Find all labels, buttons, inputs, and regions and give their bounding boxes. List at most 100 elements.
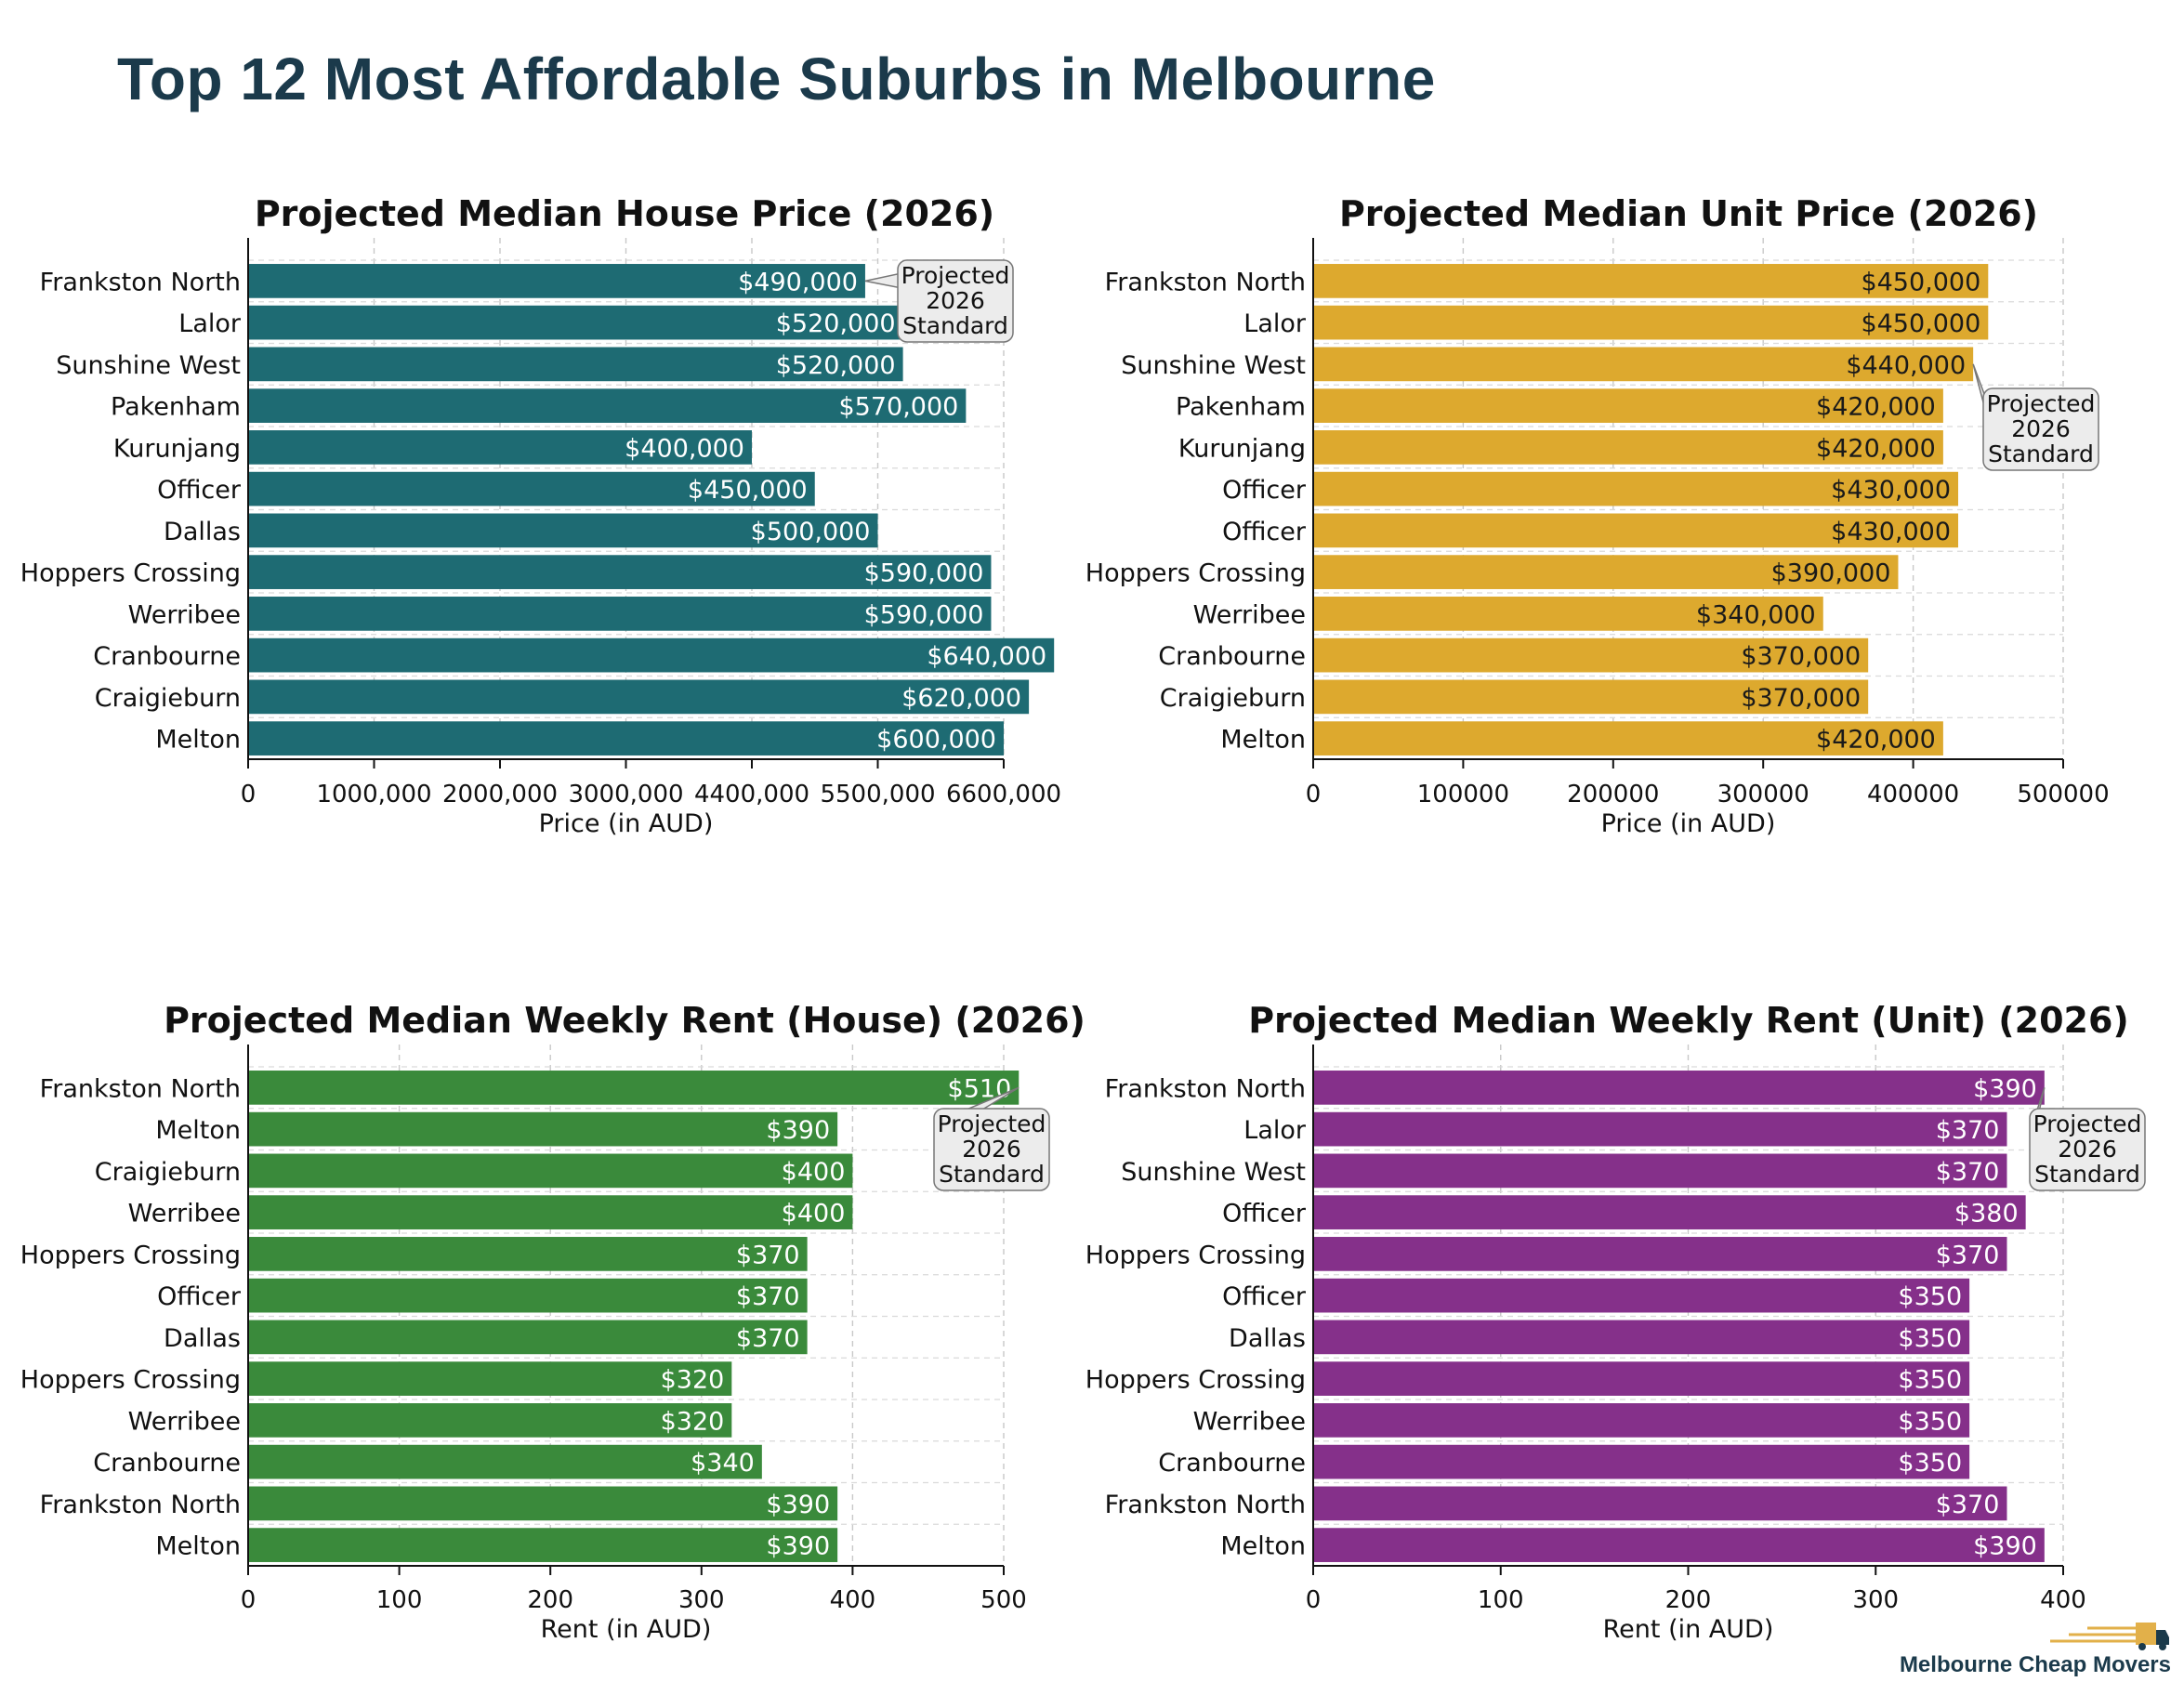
bar: [248, 1403, 732, 1438]
category-label: Hoppers Crossing: [1085, 1241, 1306, 1269]
category-label: Cranbourne: [1158, 1449, 1306, 1478]
bar: [1313, 1237, 2007, 1271]
x-tick-label: 6600,000: [946, 781, 1061, 808]
bar-value-label: $510: [948, 1074, 1012, 1103]
bar: [248, 471, 815, 506]
bar-value-label: $450,000: [1861, 309, 1980, 338]
x-tick-label: 400000: [1867, 781, 1959, 808]
x-tick-label: 200000: [1567, 781, 1659, 808]
bar-value-label: $620,000: [901, 684, 1021, 713]
x-tick-label: 100: [376, 1586, 423, 1614]
category-label: Melton: [155, 726, 241, 755]
bar: [248, 264, 865, 298]
category-label: Hoppers Crossing: [1085, 1366, 1306, 1395]
bar-value-label: $520,000: [776, 351, 896, 380]
category-label: Craigieburn: [95, 1158, 241, 1187]
brand-name: Melbourne Cheap Movers: [1899, 1652, 2171, 1677]
bar: [248, 1278, 808, 1313]
bar: [1313, 1111, 2007, 1147]
bar-value-label: $400: [782, 1158, 846, 1187]
bar: [1313, 1403, 1970, 1438]
category-label: Werribee: [1193, 600, 1306, 629]
bar: [1313, 264, 1989, 298]
category-label: Kurunjang: [113, 434, 241, 463]
bar: [248, 555, 992, 589]
bar-value-label: $640,000: [927, 642, 1046, 671]
callout-text: Standard: [2034, 1161, 2140, 1188]
category-label: Frankston North: [1105, 1491, 1306, 1519]
callout-text: Projected: [901, 262, 1010, 289]
callout-text: Projected: [2033, 1110, 2142, 1137]
category-label: Officer: [1222, 476, 1307, 505]
callout-text: Projected: [938, 1110, 1046, 1137]
category-label: Officer: [157, 1282, 242, 1311]
bar: [248, 1361, 732, 1396]
x-tick-label: 200: [1665, 1586, 1712, 1614]
bar-value-label: $590,000: [864, 559, 984, 588]
bar-value-label: $390: [766, 1491, 830, 1519]
bar-value-label: $390: [766, 1116, 830, 1145]
page-title: Top 12 Most Affordable Suburbs in Melbou…: [117, 46, 1436, 112]
bar-value-label: $320: [661, 1366, 725, 1395]
x-tick-label: 3000,000: [568, 781, 683, 808]
bar-value-label: $370: [1936, 1116, 2000, 1145]
bar-value-label: $430,000: [1831, 476, 1951, 505]
bar: [1313, 1071, 2045, 1105]
bar-value-label: $370,000: [1741, 642, 1861, 671]
category-label: Werribee: [128, 1200, 241, 1229]
bar-value-label: $370: [1936, 1241, 2000, 1269]
bar: [248, 513, 878, 548]
bar: [1313, 1153, 2007, 1189]
truck-icon: [2050, 1623, 2169, 1650]
bar: [1313, 1444, 1970, 1479]
bar: [1313, 1361, 1970, 1396]
bar: [248, 1195, 853, 1229]
x-tick-label: 400: [2040, 1586, 2086, 1614]
bar-value-label: $370: [736, 1324, 800, 1353]
bar: [1313, 1278, 1970, 1313]
x-axis-label: Price (in AUD): [539, 809, 714, 838]
category-label: Officer: [1222, 1200, 1307, 1229]
bar-value-label: $320: [661, 1407, 725, 1436]
category-label: Craigieburn: [95, 684, 241, 713]
category-label: Werribee: [128, 1407, 241, 1436]
x-axis-label: Price (in AUD): [1601, 809, 1776, 838]
category-label: Lalor: [1243, 309, 1307, 338]
category-label: Melton: [155, 1532, 241, 1561]
category-label: Cranbourne: [1158, 642, 1306, 671]
bar: [1313, 1528, 2045, 1562]
bar-value-label: $570,000: [839, 393, 959, 422]
bar-value-label: $370: [1936, 1158, 2000, 1187]
bar-value-label: $370: [1936, 1491, 2000, 1519]
bar: [248, 597, 992, 631]
bar-value-label: $400,000: [625, 434, 744, 463]
bar: [1313, 1320, 1970, 1355]
bar-value-label: $390,000: [1771, 559, 1891, 588]
x-tick-label: 0: [241, 1586, 257, 1614]
bar: [1313, 471, 1959, 506]
category-label: Frankston North: [40, 1491, 241, 1519]
bar: [248, 1111, 838, 1147]
category-label: Melton: [155, 1116, 241, 1145]
category-label: Officer: [1222, 1282, 1307, 1311]
category-label: Cranbourne: [93, 1449, 241, 1478]
chart-title: Projected Median Unit Price (2026): [1339, 193, 2038, 234]
bar: [1313, 637, 1869, 673]
category-label: Hoppers Crossing: [20, 559, 241, 588]
bar: [1313, 347, 1974, 382]
bar-value-label: $500,000: [751, 518, 871, 546]
category-label: Pakenham: [1176, 393, 1306, 422]
bar-value-label: $400: [782, 1200, 846, 1229]
bar: [248, 1071, 1020, 1105]
category-label: Sunshine West: [56, 351, 241, 380]
x-tick-label: 300: [678, 1586, 725, 1614]
bar-value-label: $420,000: [1816, 393, 1936, 422]
bar: [1313, 388, 1943, 423]
bar-value-label: $390: [766, 1532, 830, 1561]
category-label: Pakenham: [111, 393, 241, 422]
callout-text: 2026: [962, 1136, 1021, 1163]
category-label: Sunshine West: [1121, 1158, 1306, 1187]
bar-value-label: $600,000: [876, 726, 996, 755]
callout-box: [897, 259, 1014, 343]
category-label: Dallas: [1229, 1324, 1306, 1353]
